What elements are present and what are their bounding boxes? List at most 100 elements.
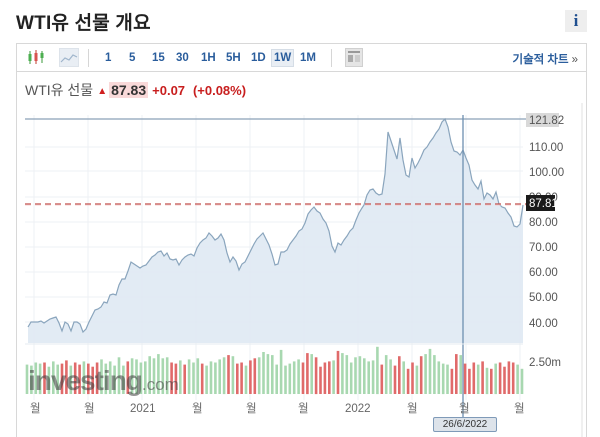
- volume-bar: [503, 366, 506, 394]
- current-price-label: 87.81: [529, 198, 558, 210]
- volume-bar: [485, 367, 489, 395]
- investing-watermark: investing.com: [28, 365, 179, 396]
- volume-bar: [25, 364, 29, 394]
- chart-frame: 1 5 15 30 1H 5H 1D 1W 1M 기술적 차트» WTI유 선물…: [16, 43, 587, 437]
- page-title: WTI유 선물 개요: [16, 13, 151, 34]
- interval-15[interactable]: 15: [152, 52, 165, 64]
- volume-bar: [78, 364, 81, 394]
- volume-bar: [271, 355, 274, 394]
- volume-bar: [437, 361, 441, 394]
- volume-bar: [183, 364, 186, 394]
- svg-text:월: 월: [192, 402, 203, 415]
- volume-bar: [310, 354, 313, 394]
- volume-bar: [135, 359, 138, 394]
- svg-text:50.00: 50.00: [529, 292, 558, 304]
- interval-5h[interactable]: 5H: [226, 52, 241, 64]
- volume-bar: [498, 362, 502, 394]
- volume-bar: [100, 359, 103, 394]
- volume-bar: [113, 365, 116, 394]
- volume-bar: [516, 364, 519, 394]
- volume-bar: [490, 368, 493, 394]
- volume-bar: [494, 363, 497, 395]
- volume-bar: [389, 359, 392, 394]
- volume-bar: [56, 364, 59, 394]
- volume-bar: [428, 348, 432, 394]
- svg-text:월: 월: [298, 402, 309, 415]
- volume-bar: [319, 366, 322, 394]
- volume-bar: [459, 355, 462, 394]
- svg-text:월: 월: [30, 402, 41, 415]
- instrument-name: WTI유 선물: [25, 82, 94, 98]
- volume-bar: [244, 365, 248, 394]
- volume-bar: [393, 365, 397, 394]
- date-axis: 월 월 2021 월 월 월 2022 월 월 월: [30, 402, 525, 415]
- volume-bar: [257, 357, 261, 395]
- price-axis: 121.82 110.00 100.00 90.00 87.81 80.00 7…: [526, 113, 564, 369]
- volume-bar: [441, 363, 445, 395]
- interval-5[interactable]: 5: [129, 52, 136, 64]
- interval-1[interactable]: 1: [105, 52, 112, 64]
- volume-bar: [30, 365, 33, 394]
- svg-text:80.00: 80.00: [529, 217, 558, 229]
- technical-chart-link[interactable]: 기술적 차트»: [512, 51, 578, 67]
- line-chart-icon[interactable]: [59, 48, 79, 67]
- volume-bar: [279, 349, 283, 394]
- interval-1w[interactable]: 1W: [271, 49, 295, 67]
- volume-bar: [328, 361, 331, 394]
- volume-bar: [323, 362, 327, 394]
- interval-30[interactable]: 30: [176, 52, 189, 64]
- volume-bar: [240, 362, 243, 394]
- volume-bar: [43, 362, 46, 394]
- volume-bar: [367, 361, 370, 394]
- toolbar-divider: [331, 49, 332, 67]
- technical-chart-label: 기술적 차트: [512, 54, 569, 66]
- volume-bar: [419, 356, 423, 394]
- volume-bar: [511, 362, 515, 394]
- volume-bar: [507, 361, 511, 394]
- volume-bar: [433, 355, 436, 394]
- volume-bar: [157, 354, 160, 394]
- interval-1d[interactable]: 1D: [251, 52, 266, 64]
- interval-1m[interactable]: 1M: [300, 52, 316, 64]
- volume-bar: [95, 362, 99, 394]
- volume-bar: [65, 360, 68, 394]
- volume-bar: [236, 363, 239, 395]
- volume-bar: [108, 361, 112, 394]
- candlestick-icon[interactable]: [26, 48, 46, 67]
- volume-bar: [336, 350, 340, 394]
- volume-bar: [253, 358, 257, 394]
- chart-toolbar: 1 5 15 30 1H 5H 1D 1W 1M 기술적 차트»: [17, 44, 586, 72]
- interval-1h[interactable]: 1H: [201, 52, 216, 64]
- svg-text:40.00: 40.00: [529, 318, 558, 330]
- volume-bar: [126, 361, 130, 394]
- volume-bar: [463, 363, 467, 395]
- volume-bar: [275, 364, 278, 394]
- report-icon[interactable]: [345, 48, 363, 67]
- volume-bar: [165, 357, 169, 395]
- volume-bar: [60, 363, 64, 395]
- svg-text:2021: 2021: [130, 403, 156, 415]
- volume-bar: [144, 361, 147, 394]
- volume-bar: [148, 356, 151, 394]
- volume-bar: [301, 362, 305, 394]
- volume-bar: [73, 362, 77, 394]
- volume-bar: [363, 358, 366, 394]
- quote-line: WTI유 선물 ▲ 87.83 +0.07 (+0.08%): [25, 80, 246, 100]
- svg-text:2022: 2022: [345, 403, 371, 415]
- volume-bar: [34, 362, 38, 394]
- volume-bar: [288, 363, 292, 395]
- volume-bar: [481, 361, 484, 394]
- volume-bar: [292, 361, 296, 394]
- svg-text:월: 월: [459, 402, 470, 415]
- volume-bar: [161, 358, 165, 394]
- svg-text:월: 월: [514, 402, 525, 415]
- volume-bar: [122, 365, 125, 394]
- volume-bar: [69, 365, 73, 394]
- volume-bar: [354, 357, 357, 395]
- price-area: [28, 119, 523, 343]
- info-icon[interactable]: i: [565, 10, 587, 32]
- volume-bar: [262, 352, 265, 394]
- double-chevron-right-icon: »: [571, 54, 578, 66]
- volume-bar: [455, 354, 458, 394]
